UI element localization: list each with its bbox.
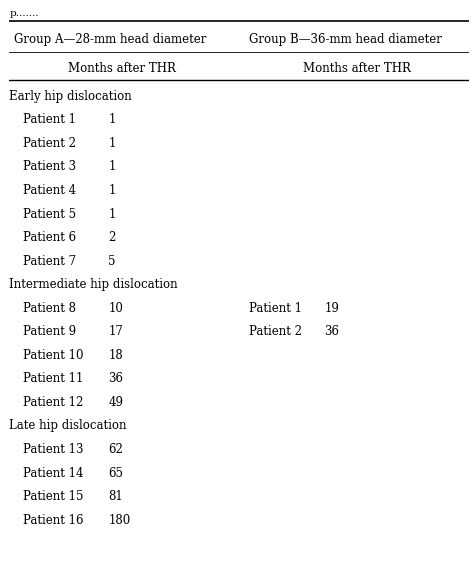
Text: Early hip dislocation: Early hip dislocation (9, 90, 132, 103)
Text: 180: 180 (109, 514, 130, 527)
Text: Intermediate hip dislocation: Intermediate hip dislocation (9, 278, 178, 291)
Text: Patient 8: Patient 8 (23, 301, 76, 315)
Text: Months after THR: Months after THR (68, 62, 176, 75)
Text: 19: 19 (324, 301, 339, 315)
Text: Patient 1: Patient 1 (23, 113, 76, 126)
Text: 5: 5 (109, 255, 116, 268)
Text: 36: 36 (109, 372, 123, 386)
Text: 49: 49 (109, 396, 123, 409)
Text: Patient 16: Patient 16 (23, 514, 84, 527)
Text: 62: 62 (109, 443, 123, 456)
Text: Patient 2: Patient 2 (23, 137, 76, 150)
Text: Patient 2: Patient 2 (248, 325, 301, 338)
Text: Patient 14: Patient 14 (23, 467, 84, 479)
Text: 36: 36 (324, 325, 339, 338)
Text: 1: 1 (109, 184, 116, 197)
Text: Patient 11: Patient 11 (23, 372, 83, 386)
Text: Group B—36-mm head diameter: Group B—36-mm head diameter (248, 33, 441, 46)
Text: 17: 17 (109, 325, 123, 338)
Text: Group A—28-mm head diameter: Group A—28-mm head diameter (14, 33, 207, 46)
Text: Patient 4: Patient 4 (23, 184, 76, 197)
Text: 65: 65 (109, 467, 123, 479)
Text: Patient 10: Patient 10 (23, 349, 84, 362)
Text: 1: 1 (109, 137, 116, 150)
Text: Patient 5: Patient 5 (23, 208, 76, 221)
Text: Patient 15: Patient 15 (23, 490, 84, 503)
Text: Patient 13: Patient 13 (23, 443, 84, 456)
Text: 1: 1 (109, 160, 116, 173)
Text: 2: 2 (109, 231, 116, 244)
Text: 10: 10 (109, 301, 123, 315)
Text: Patient 6: Patient 6 (23, 231, 76, 244)
Text: 81: 81 (109, 490, 123, 503)
Text: 18: 18 (109, 349, 123, 362)
Text: Patient 1: Patient 1 (248, 301, 301, 315)
Text: Late hip dislocation: Late hip dislocation (9, 419, 127, 432)
Text: p.......: p....... (9, 9, 39, 18)
Text: 1: 1 (109, 208, 116, 221)
Text: Patient 7: Patient 7 (23, 255, 76, 268)
Text: Patient 9: Patient 9 (23, 325, 76, 338)
Text: Patient 3: Patient 3 (23, 160, 76, 173)
Text: 1: 1 (109, 113, 116, 126)
Text: Patient 12: Patient 12 (23, 396, 83, 409)
Text: Months after THR: Months after THR (303, 62, 410, 75)
